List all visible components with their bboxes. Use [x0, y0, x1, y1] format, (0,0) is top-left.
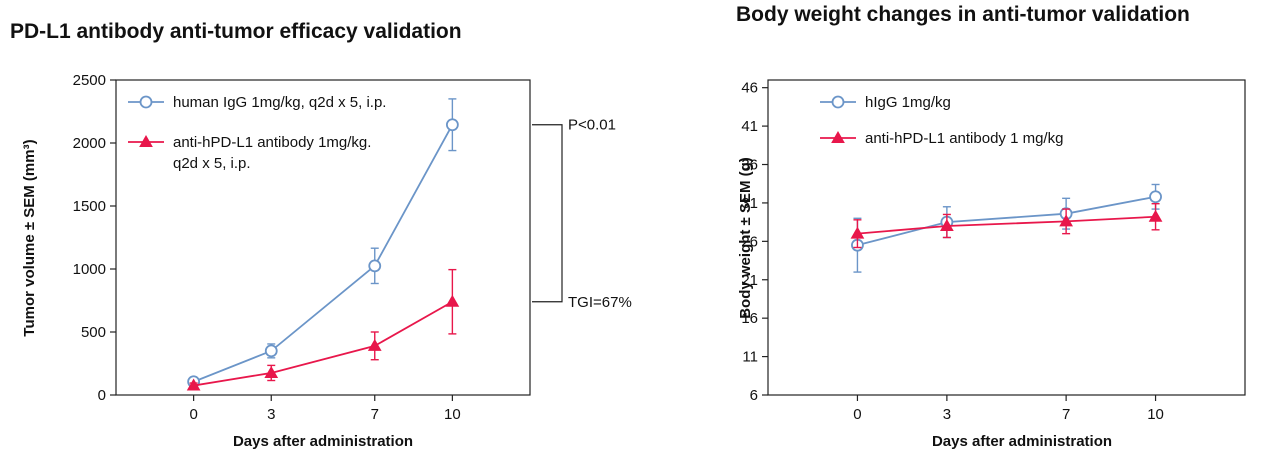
legend-label: anti-hPD-L1 antibody 1mg/kg. — [173, 134, 371, 151]
y-tick-label: 36 — [741, 157, 758, 174]
x-tick-label: 3 — [267, 406, 275, 423]
x-tick-label: 3 — [943, 406, 951, 423]
y-tick-label: 2000 — [73, 135, 106, 152]
y-tick-label: 46 — [741, 80, 758, 97]
legend-label: anti-hPD-L1 antibody 1 mg/kg — [865, 130, 1063, 147]
y-tick-label: 1500 — [73, 198, 106, 215]
series-1 — [851, 183, 1162, 273]
y-axis-label: Tumor volume ± SEM (mm³) — [21, 139, 38, 336]
data-point — [445, 118, 459, 132]
y-tick-label: 6 — [750, 387, 758, 404]
x-tick-label: 10 — [444, 406, 461, 423]
y-tick-label: 31 — [741, 195, 758, 212]
y-tick-label: 16 — [741, 310, 758, 327]
series-line — [857, 195, 1156, 247]
legend-marker — [139, 95, 153, 109]
x-tick-label: 10 — [1147, 406, 1164, 423]
tgi-label: TGI=67% — [568, 294, 632, 311]
legend-label: hIgG 1mg/kg — [865, 94, 951, 111]
legend-marker — [139, 134, 153, 147]
data-point — [850, 226, 865, 239]
series-2 — [186, 268, 460, 391]
data-point — [445, 294, 460, 307]
chart-2: Body weight changes in anti-tumor valida… — [736, 3, 1246, 450]
data-point — [367, 338, 382, 351]
chart-1: PD-L1 antibody anti-tumor efficacy valid… — [10, 20, 632, 450]
y-tick-label: 11 — [742, 349, 758, 366]
data-point — [1149, 190, 1162, 204]
legend-item-1: hIgG 1mg/kg — [820, 94, 951, 111]
series-line — [193, 300, 453, 387]
legend-item-2: anti-hPD-L1 antibody 1mg/kg. q2d x 5, i.p… — [128, 134, 371, 172]
y-tick-label: 26 — [741, 233, 758, 250]
legend-marker — [831, 95, 845, 109]
bracket-line — [532, 124, 563, 303]
p-value-label: P<0.01 — [568, 117, 616, 134]
legend-marker — [831, 130, 845, 143]
x-tick-label: 0 — [189, 406, 197, 423]
legend: hIgG 1mg/kg anti-hPD-L1 antibody 1 mg/kg — [820, 94, 1063, 147]
y-tick-label: 41 — [741, 118, 758, 135]
y-tick-label: 500 — [81, 324, 106, 341]
data-point — [1059, 214, 1073, 227]
data-point — [264, 344, 278, 358]
data-point — [940, 218, 954, 231]
x-axis-label: Days after administration — [932, 433, 1112, 450]
legend-item-2: anti-hPD-L1 antibody 1 mg/kg — [820, 130, 1063, 147]
chart-title: Body weight changes in anti-tumor valida… — [736, 3, 1190, 26]
data-point — [186, 378, 201, 391]
y-tick-label: 2500 — [73, 72, 106, 89]
y-axis-label: Body weight ± SEM (g) — [737, 157, 754, 319]
data-point — [368, 259, 382, 273]
plot-frame — [115, 79, 531, 396]
y-tick-label: 0 — [98, 387, 106, 404]
chart-title: PD-L1 antibody anti-tumor efficacy valid… — [10, 20, 462, 43]
x-tick-label: 7 — [1062, 406, 1070, 423]
series-line — [857, 215, 1156, 235]
legend-label: human IgG 1mg/kg, q2d x 5, i.p. — [173, 94, 386, 111]
plot-frame — [767, 79, 1246, 396]
x-axis-label: Days after administration — [233, 433, 413, 450]
legend-label: q2d x 5, i.p. — [173, 155, 251, 172]
y-tick-label: 21 — [741, 272, 758, 289]
x-tick-label: 7 — [371, 406, 379, 423]
y-tick-label: 1000 — [73, 261, 106, 278]
series-2 — [850, 202, 1163, 249]
data-point — [264, 365, 279, 378]
legend-item-1: human IgG 1mg/kg, q2d x 5, i.p. — [128, 94, 386, 111]
series-line — [193, 124, 454, 383]
x-tick-label: 0 — [853, 406, 861, 423]
significance-bracket: P<0.01 TGI=67% — [532, 117, 632, 311]
legend: human IgG 1mg/kg, q2d x 5, i.p. anti-hPD-… — [128, 94, 386, 172]
data-point — [1148, 209, 1163, 222]
